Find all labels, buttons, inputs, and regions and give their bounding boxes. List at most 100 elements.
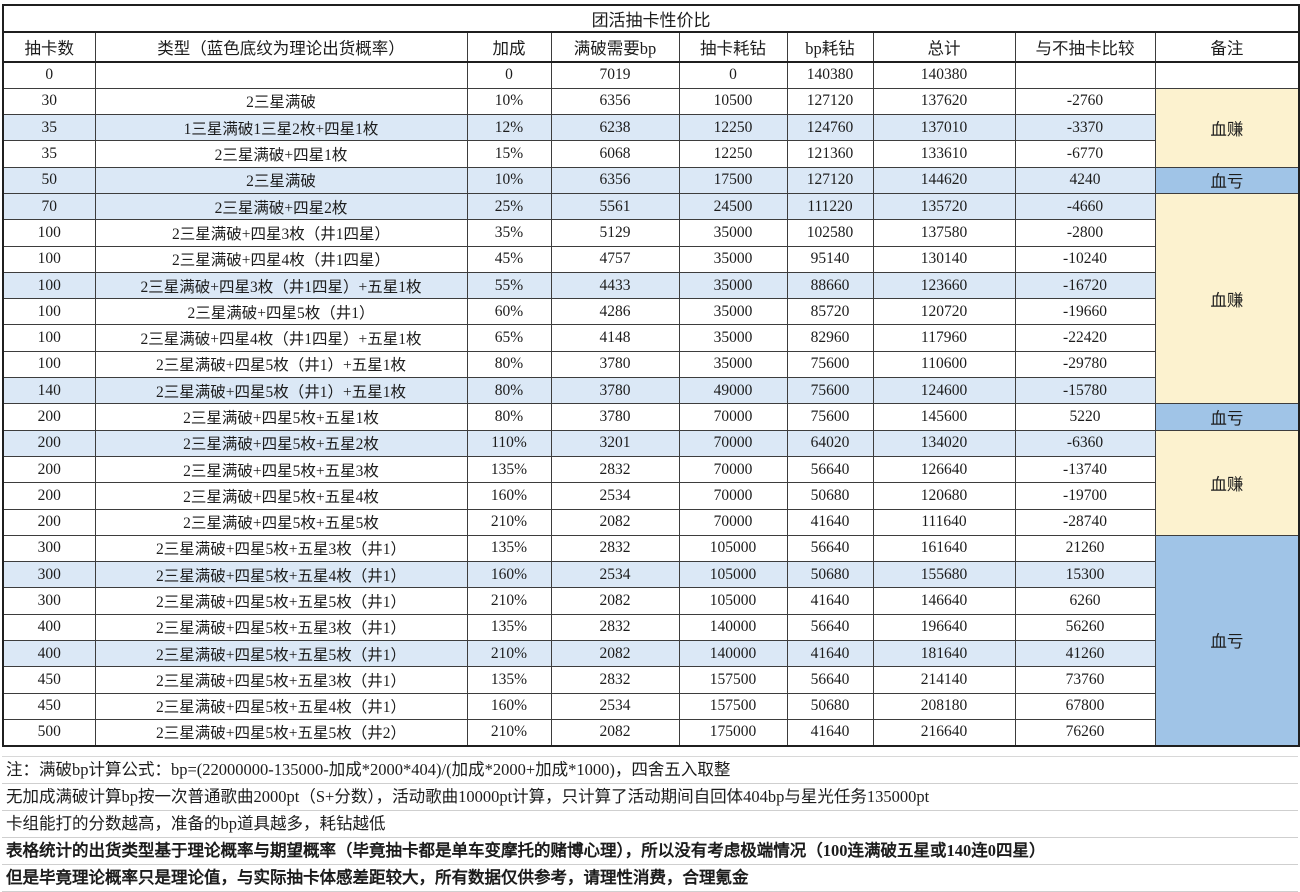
notes-section: 注：满破bp计算公式：bp=(22000000-135000-加成*2000*4…: [2, 747, 1298, 892]
cell-bp-cost: 41640: [786, 640, 874, 668]
cell-diff: 67800: [1014, 692, 1156, 720]
cell-pull-cost: 140000: [678, 613, 788, 642]
cell-bonus: 210%: [466, 718, 552, 747]
notes-gap: [2, 747, 1298, 757]
cell-bonus: 60%: [466, 298, 552, 326]
cell-diff: 5220: [1014, 403, 1156, 431]
cell-bp: 2534: [550, 692, 680, 720]
cell-pulls: 100: [2, 245, 96, 273]
cell-diff: -13740: [1014, 455, 1156, 484]
table-row: 35 2三星满破+四星1枚 15% 6068 12250 121360 133610 -677…: [2, 140, 1299, 168]
cell-pulls: 200: [2, 429, 96, 457]
cell-bonus: 80%: [466, 403, 552, 431]
cell-bp-cost: 121360: [786, 140, 874, 168]
cell-pulls: 100: [2, 298, 96, 326]
cell-bonus: 210%: [466, 640, 552, 668]
cell-bp-cost: 50680: [786, 561, 874, 589]
col-header-total: 总计: [872, 31, 1016, 63]
cell-bp-cost: 56640: [786, 666, 874, 694]
cell-type: 2三星满破+四星5枚+五星3枚（井1）: [94, 666, 468, 694]
cell-diff: -6360: [1014, 429, 1156, 457]
cell-total: 133610: [872, 140, 1016, 168]
table-row: 300 2三星满破+四星5枚+五星3枚（井1） 135% 2832 105000 5664…: [2, 534, 1300, 747]
cell-pull-cost: 10500: [678, 87, 788, 116]
cell-bp: 6238: [550, 114, 680, 142]
table-row: 100 2三星满破+四星3枚（井1四星）+五星1枚 55% 4433 35000 8866…: [2, 271, 1300, 300]
cell-pull-cost: 35000: [678, 219, 788, 247]
cell-bp-cost: 50680: [786, 482, 874, 510]
cell-bonus: 210%: [466, 508, 552, 536]
remark-cell: [1154, 61, 1300, 89]
cell-pulls: 140: [2, 377, 96, 405]
cell-pulls: 500: [2, 718, 96, 747]
cell-type: 2三星满破: [94, 87, 468, 116]
cell-pulls: 100: [2, 350, 96, 379]
cell-diff: -28740: [1014, 508, 1156, 536]
cell-type: 2三星满破+四星3枚（井1四星）+五星1枚: [94, 271, 468, 300]
cell-diff: -22420: [1014, 324, 1156, 352]
cell-pull-cost: 0: [678, 61, 788, 89]
cell-bp: 3780: [550, 350, 680, 379]
table-row: 200 2三星满破+四星5枚+五星3枚 135% 2832 70000 56640 1266…: [2, 455, 1299, 484]
cell-total: 140380: [872, 61, 1016, 89]
cell-diff: -2800: [1014, 219, 1156, 247]
cell-bp-cost: 41640: [786, 718, 874, 747]
cell-bp-cost: 124760: [786, 114, 874, 142]
cell-bonus: 10%: [466, 87, 552, 116]
cell-diff: -4660: [1014, 192, 1156, 221]
col-header-pull-cost: 抽卡耗钻: [678, 31, 788, 63]
cell-bonus: 65%: [466, 324, 552, 352]
cell-bp-cost: 75600: [786, 377, 874, 405]
cell-pull-cost: 70000: [678, 403, 788, 431]
cell-pull-cost: 70000: [678, 482, 788, 510]
cell-bp: 2832: [550, 455, 680, 484]
cell-bp: 2082: [550, 640, 680, 668]
cell-bp: 6068: [550, 140, 680, 168]
cell-pulls: 300: [2, 534, 96, 563]
cell-total: 123660: [872, 271, 1016, 300]
cell-total: 117960: [872, 324, 1016, 352]
cell-total: 208180: [872, 692, 1016, 720]
cell-total: 137010: [872, 114, 1016, 142]
cell-bonus: 10%: [466, 166, 552, 194]
cell-pull-cost: 17500: [678, 166, 788, 194]
table-row: 450 2三星满破+四星5枚+五星3枚（井1） 135% 2832 157500 5664…: [2, 666, 1299, 694]
table-row: 400 2三星满破+四星5枚+五星5枚（井1） 210% 2082 140000 4164…: [2, 640, 1300, 668]
cell-bp: 2832: [550, 534, 680, 563]
cell-pulls: 50: [2, 166, 96, 194]
cell-total: 134020: [872, 429, 1016, 457]
cell-total: 120680: [872, 482, 1016, 510]
cell-pull-cost: 24500: [678, 192, 788, 221]
cell-bp-cost: 56640: [786, 613, 874, 642]
cell-total: 161640: [872, 534, 1016, 563]
cell-pulls: 200: [2, 455, 96, 484]
cell-bp: 5129: [550, 219, 680, 247]
table-row: 35 1三星满破1三星2枚+四星1枚 12% 6238 12250 124760 13701…: [2, 114, 1300, 142]
cell-total: 137580: [872, 219, 1016, 247]
cell-total: 111640: [872, 508, 1016, 536]
cell-diff: 21260: [1014, 534, 1156, 563]
cell-diff: 6260: [1014, 587, 1156, 615]
cell-total: 145600: [872, 403, 1016, 431]
remark-cell: 血亏: [1154, 403, 1300, 431]
cell-bp-cost: 127120: [786, 166, 874, 194]
cell-diff: 76260: [1014, 718, 1156, 747]
cell-pulls: 0: [2, 61, 96, 89]
cell-total: 130140: [872, 245, 1016, 273]
table-row: 200 2三星满破+四星5枚+五星5枚 210% 2082 70000 41640 1116…: [2, 508, 1299, 536]
remark-cell: 血赚: [1154, 87, 1300, 168]
cell-pulls: 35: [2, 140, 96, 168]
table-row: 500 2三星满破+四星5枚+五星5枚（井2） 210% 2082 175000 4164…: [2, 718, 1299, 747]
cell-pulls: 70: [2, 192, 96, 221]
cell-pulls: 100: [2, 324, 96, 352]
note-line: 但是毕竟理论概率只是理论值，与实际抽卡体感差距较大，所有数据仅供参考，请理性消费…: [2, 865, 1298, 892]
cell-diff: 4240: [1014, 166, 1156, 194]
cell-type: 2三星满破+四星1枚: [94, 140, 468, 168]
cell-type: 2三星满破+四星5枚+五星5枚（井1）: [94, 640, 468, 668]
cell-type: 1三星满破1三星2枚+四星1枚: [94, 114, 468, 142]
note-line: 卡组能打的分数越高，准备的bp道具越多，耗钻越低: [2, 811, 1298, 838]
cell-pulls: 100: [2, 219, 96, 247]
cell-pulls: 200: [2, 508, 96, 536]
table-row: 30 2三星满破 10% 6356 10500 127120 137620 -2760 血赚: [2, 87, 1300, 168]
